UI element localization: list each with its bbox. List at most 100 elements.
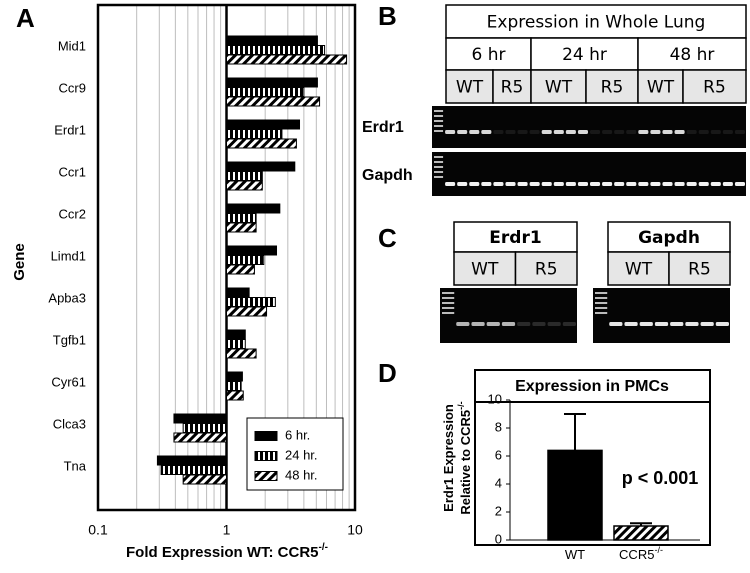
gel-title: Gapdh <box>638 228 700 248</box>
bar <box>226 35 318 46</box>
ladder-band <box>434 166 444 168</box>
y-tick-label: Tgfb1 <box>53 332 86 347</box>
y-tick-label: 8 <box>495 419 502 434</box>
genotype-label-cell <box>453 251 517 286</box>
gel-band <box>614 182 625 186</box>
panels: A B C D 0.1 1 10 Mid1 Ccr9 Erdr1 Ccr1 Ccr2 Limd1 Apba… <box>11 1 747 562</box>
genotype-label: R5 <box>601 78 624 98</box>
ladder-band <box>442 292 455 294</box>
legend-label: 24 hr. <box>285 447 318 462</box>
bar <box>226 96 321 107</box>
ladder-band <box>434 115 444 117</box>
gel-band <box>457 182 468 186</box>
gel-band <box>445 130 456 134</box>
genotype-label-cell <box>607 251 670 286</box>
genotype-label: WT <box>545 78 573 98</box>
gel-band <box>541 130 552 134</box>
gel-band <box>445 182 456 186</box>
gel-band <box>626 130 637 134</box>
y-tick-label: Limd1 <box>51 248 86 263</box>
gel-title-cell <box>453 221 578 253</box>
x-axis-label-text: Fold Expression WT: CCR5 <box>126 544 319 561</box>
bar <box>226 306 268 317</box>
ladder-band <box>434 120 444 122</box>
gel-image <box>593 288 730 343</box>
gel-band <box>456 322 470 326</box>
gel-band <box>609 322 623 326</box>
gel-band <box>541 182 552 186</box>
gel-band <box>481 182 492 186</box>
gel-band <box>505 130 516 134</box>
panel-letter: C <box>378 223 397 253</box>
gel-band <box>650 130 661 134</box>
time-label-cell <box>530 37 639 71</box>
gel-band <box>517 322 531 326</box>
genotype-label-cell <box>492 69 532 104</box>
gel-band <box>698 182 709 186</box>
genotype-label-cell <box>514 251 578 286</box>
gel-title: Erdr1 <box>489 228 541 248</box>
gel-band <box>471 322 485 326</box>
y-tick-label: 10 <box>488 391 502 406</box>
y-tick-label: Mid1 <box>58 38 86 53</box>
genotype-label-cell <box>445 69 494 104</box>
chart-title: Expression in PMCs <box>515 378 669 395</box>
gel-band <box>501 322 516 326</box>
gel-band <box>553 182 564 186</box>
genotype-label-cell <box>668 251 731 286</box>
gel-band <box>710 182 721 186</box>
y-tick-label: Apba3 <box>48 290 86 305</box>
ladder-band <box>595 307 608 309</box>
genotype-label-cell <box>530 69 587 104</box>
gel-band <box>602 182 613 186</box>
gel-band <box>686 130 697 134</box>
bar <box>226 339 246 349</box>
y-tick-label: Ccr2 <box>59 206 86 221</box>
gel-band <box>734 182 745 186</box>
legend-label: 6 hr. <box>285 427 310 442</box>
gel-row-label: Gapdh <box>362 167 413 184</box>
bar <box>173 413 227 424</box>
gel-band <box>624 322 638 326</box>
x-axis-label: Fold Expression WT: CCR5-/- <box>126 542 328 561</box>
x-tick-label: 10 <box>347 522 363 538</box>
bar <box>226 171 263 181</box>
y-axis-label-text: Relative to CCR5 <box>458 410 473 515</box>
genotype-label: WT <box>647 78 675 98</box>
gel-band <box>626 182 637 186</box>
ladder-band <box>595 297 608 299</box>
y-axis-label-superscript: -/- <box>456 401 466 410</box>
bar <box>226 77 318 88</box>
legend-swatch <box>254 471 278 481</box>
panel-letter: A <box>16 3 35 33</box>
panel-letter: B <box>378 1 397 31</box>
gel-band <box>493 182 504 186</box>
gel-band <box>710 130 721 134</box>
gel-band <box>493 130 504 134</box>
ladder-band <box>434 110 444 112</box>
ladder-band <box>442 312 455 314</box>
time-label-cell <box>445 37 532 71</box>
ladder-band <box>434 161 444 163</box>
y-tick-label: 0 <box>495 531 502 546</box>
x-tick-label-text: CCR5 <box>619 547 654 562</box>
time-label: 24 hr <box>562 45 607 65</box>
bar <box>226 180 263 191</box>
genotype-label: WT <box>625 260 653 280</box>
gel-band <box>685 322 699 326</box>
x-tick-label: CCR5-/- <box>619 545 663 562</box>
ladder-band <box>434 130 444 132</box>
gel-band <box>698 130 709 134</box>
bar <box>226 287 250 298</box>
y-axis-label: Erdr1 Expression Relative to CCR5-/- <box>441 401 473 514</box>
gel-band <box>638 130 649 134</box>
gel-band <box>577 182 588 186</box>
annotation: p < 0.001 <box>622 468 699 488</box>
gel-band <box>457 130 468 134</box>
bar <box>226 213 257 223</box>
gel-image <box>432 106 746 148</box>
x-axis-label-superscript: -/- <box>319 542 328 553</box>
bar <box>173 432 227 443</box>
gel-row-label: Erdr1 <box>362 119 404 136</box>
